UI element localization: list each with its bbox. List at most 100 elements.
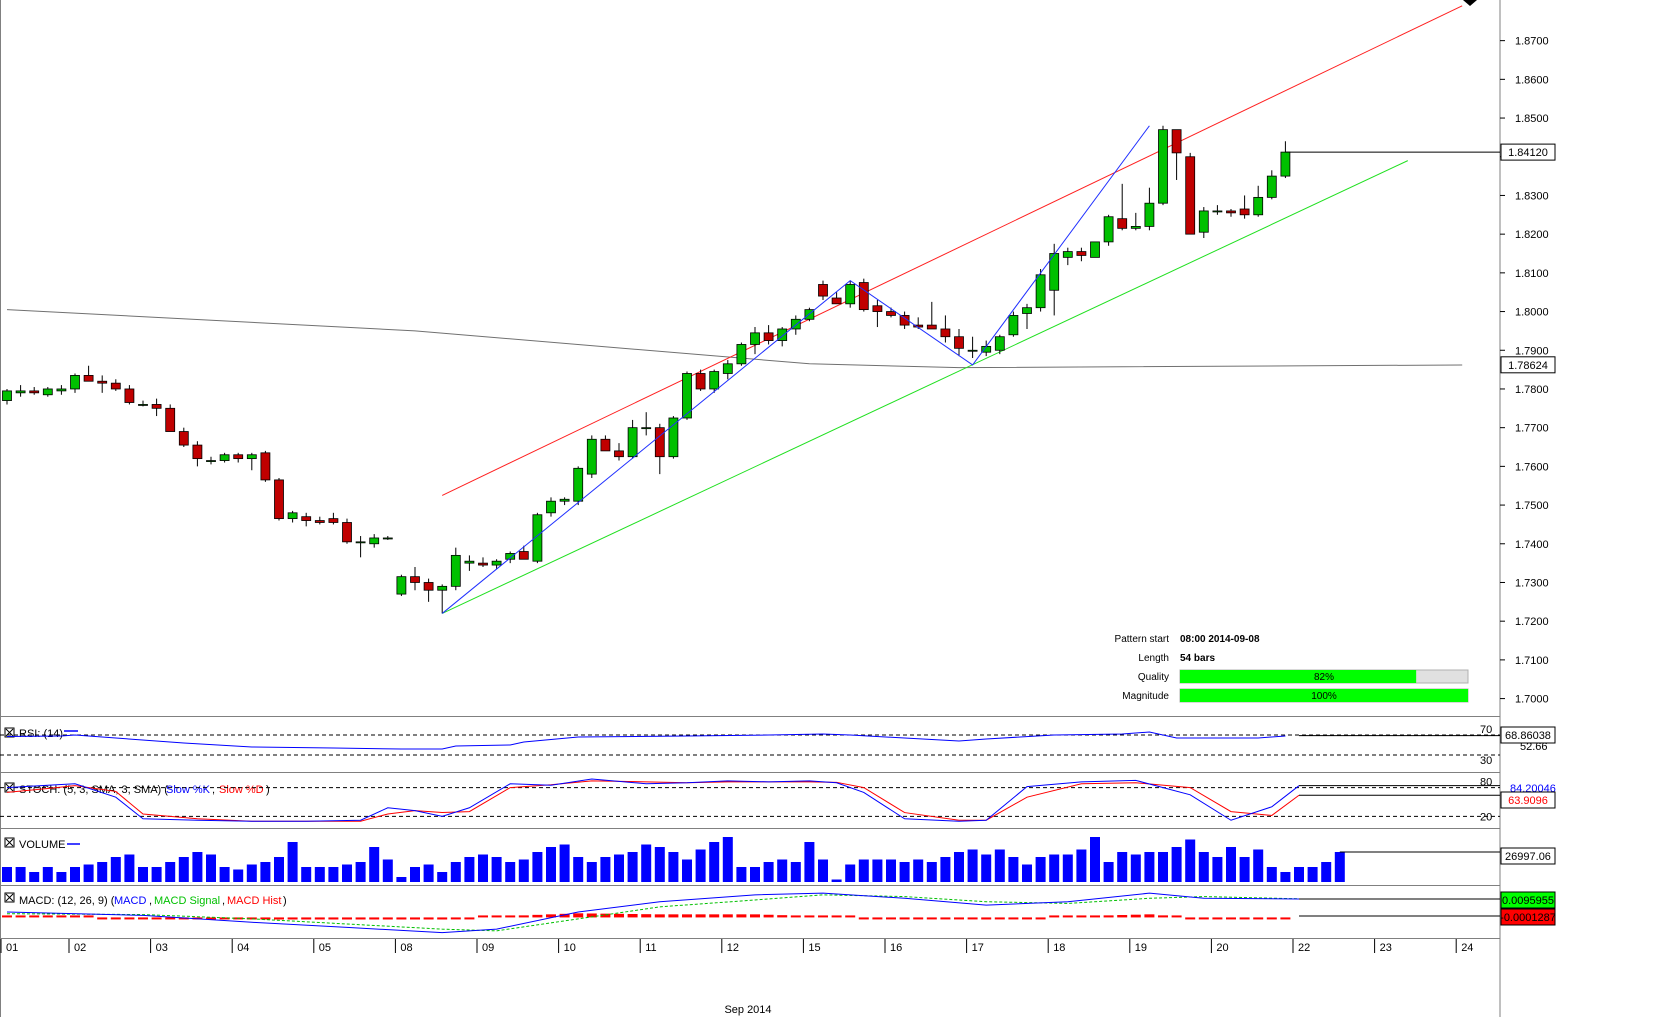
candle [1198,207,1209,239]
volume-bar [138,867,148,882]
macd-legend-sep: , [149,895,152,907]
candle [614,443,624,461]
volume-bar [1253,849,1264,882]
candle-body [722,363,733,374]
macd-hist-bar [491,915,502,918]
candle [1158,125,1168,206]
volume-panel: VOLUME 26997.06 [2,837,1556,882]
macd-hist-bar [695,914,706,918]
candle-body [777,328,788,341]
candle-body [682,373,692,419]
candle-body [478,562,488,566]
candle [246,452,257,471]
candle [682,371,692,420]
macd-hist-bar [1171,915,1182,918]
volume-bar [1158,852,1168,882]
candle [1171,129,1182,180]
macd-hist-bar [328,917,339,920]
macd-hist-bar [967,917,978,920]
volume-bar [614,854,624,882]
macd-hist-bar [641,914,652,918]
macd-hist-bar [654,914,665,918]
candle [559,497,570,506]
candle [872,299,883,328]
channel-upper-line [441,5,1463,496]
macd-hist-bar [518,915,529,918]
macd-hist-bar [437,917,448,920]
macd-legend-signal: MACD Signal [154,895,220,907]
volume-title: VOLUME [19,839,65,851]
candle [532,512,543,564]
candle-body [518,551,529,560]
candle-body [586,438,597,475]
time-tick-label: 20 [1216,942,1228,954]
volume-bar [165,862,176,882]
volume-bar [736,867,747,882]
candle [464,555,475,571]
macd-hist-bar [260,917,271,920]
macd-hist-bar [1185,917,1196,920]
candle [1117,183,1128,231]
volume-bar [1198,852,1209,882]
macd-legend-close: ) [283,895,287,907]
candle-body [1117,218,1128,229]
candle-body [15,390,26,394]
price-tick-label: 1.7000 [1515,694,1549,706]
rsi-level-label: 30 [1480,755,1492,767]
macd-hist-bar [1049,915,1060,918]
time-tick-label: 04 [237,942,249,954]
period-label: Sep 2014 [724,1004,771,1016]
candle-body [641,427,652,430]
macd-hist-bar [804,915,815,918]
volume-bar [56,872,67,882]
pattern-info-box: Pattern start 08:00 2014-09-08 Length 54 ba… [1115,634,1469,703]
candle-body [423,582,434,591]
macd-hist-bar [614,913,624,918]
candle [967,336,978,358]
candle [845,280,856,308]
volume-bar [559,844,570,882]
macd-hist-bar [29,915,40,918]
candle [165,404,176,432]
macd-hist-bar [736,914,747,918]
volume-bar [913,859,924,882]
volume-bar [546,847,556,882]
volume-bar [2,867,12,882]
macd-hist-bar [845,915,856,918]
macd-hist-bar [1158,915,1168,918]
candle [1090,241,1100,258]
stoch-level-label: 80 [1480,777,1492,789]
candle-body [858,282,869,311]
volume-bar [682,859,692,882]
candle [600,435,611,452]
candle-body [1022,307,1032,314]
candle-body [1212,210,1223,213]
price-axis: 1.87001.86001.85001.84001.83001.82001.81… [1500,36,1556,706]
volume-bar [1090,837,1100,882]
volume-bar [573,857,584,882]
candle [437,584,448,614]
candle [491,559,502,569]
candle-body [450,554,461,587]
macd-hist-bar [1226,917,1236,920]
candle [450,547,461,591]
candle [478,557,488,567]
rsi-line [6,731,1286,750]
time-tick-label: 11 [645,942,656,954]
candle-body [750,332,760,345]
candle-body [2,390,12,401]
candle-body [627,427,638,458]
candle-body [1008,315,1019,336]
macd-hist-bar [682,914,692,918]
chart-menu-arrow-icon[interactable] [1463,0,1477,6]
candle [1239,195,1250,219]
macd-hist-bar [287,917,298,920]
candle [831,292,842,305]
candle [1103,214,1114,246]
candle [314,516,325,525]
stoch-d-last-label: 63.9096 [1508,795,1548,807]
macd-hist-bar [1117,915,1128,918]
price-tick-label: 1.8200 [1515,229,1549,241]
